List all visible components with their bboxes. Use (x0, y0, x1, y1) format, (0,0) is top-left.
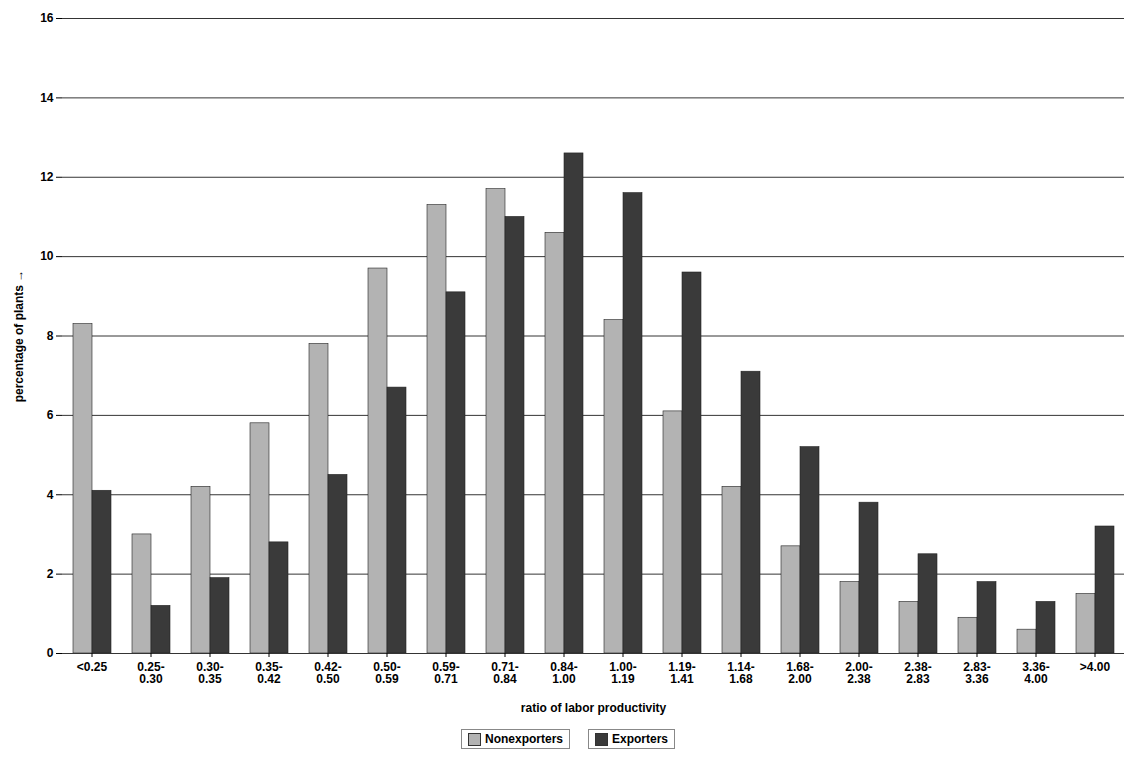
svg-text:1.68-2.00: 1.68-2.00 (786, 660, 813, 686)
svg-text:0.59-0.71: 0.59-0.71 (432, 660, 459, 686)
svg-text:8: 8 (47, 329, 54, 343)
svg-text:0.25-0.30: 0.25-0.30 (137, 660, 164, 686)
svg-text:2.00-2.38: 2.00-2.38 (845, 660, 872, 686)
svg-text:0.35-0.42: 0.35-0.42 (255, 660, 282, 686)
svg-text:2.83-3.36: 2.83-3.36 (963, 660, 990, 686)
svg-text:0.42-0.50: 0.42-0.50 (314, 660, 341, 686)
svg-text:14: 14 (40, 91, 54, 105)
svg-text:<0.25: <0.25 (77, 660, 108, 674)
html-text:Nonexporters: Nonexporters (485, 732, 563, 746)
svg-text:0.50-0.59: 0.50-0.59 (373, 660, 400, 686)
svg-text:1.14-1.68: 1.14-1.68 (727, 660, 754, 686)
svg-text:1.19-1.41: 1.19-1.41 (668, 660, 695, 686)
svg-text:10: 10 (40, 249, 54, 263)
html-text:Exporters: Exporters (612, 732, 668, 746)
svg-text:16: 16 (40, 11, 54, 25)
svg-text:0: 0 (47, 646, 54, 660)
svg-text:0.30-0.35: 0.30-0.35 (196, 660, 223, 686)
svg-text:percentage of plants →: percentage of plants → (12, 270, 26, 403)
svg-text:0.84-1.00: 0.84-1.00 (550, 660, 577, 686)
svg-text:1.00-1.19: 1.00-1.19 (609, 660, 636, 686)
svg-text:3.36-4.00: 3.36-4.00 (1022, 660, 1049, 686)
svg-text:4: 4 (47, 488, 54, 502)
svg-text:6: 6 (47, 408, 54, 422)
svg-text:2: 2 (47, 567, 54, 581)
svg-text:0.71-0.84: 0.71-0.84 (491, 660, 518, 686)
svg-text:2.38-2.83: 2.38-2.83 (904, 660, 931, 686)
svg-text:>4.00: >4.00 (1080, 660, 1111, 674)
svg-text:12: 12 (40, 170, 54, 184)
svg-text:ratio of labor productivity: ratio of labor productivity (521, 701, 667, 715)
